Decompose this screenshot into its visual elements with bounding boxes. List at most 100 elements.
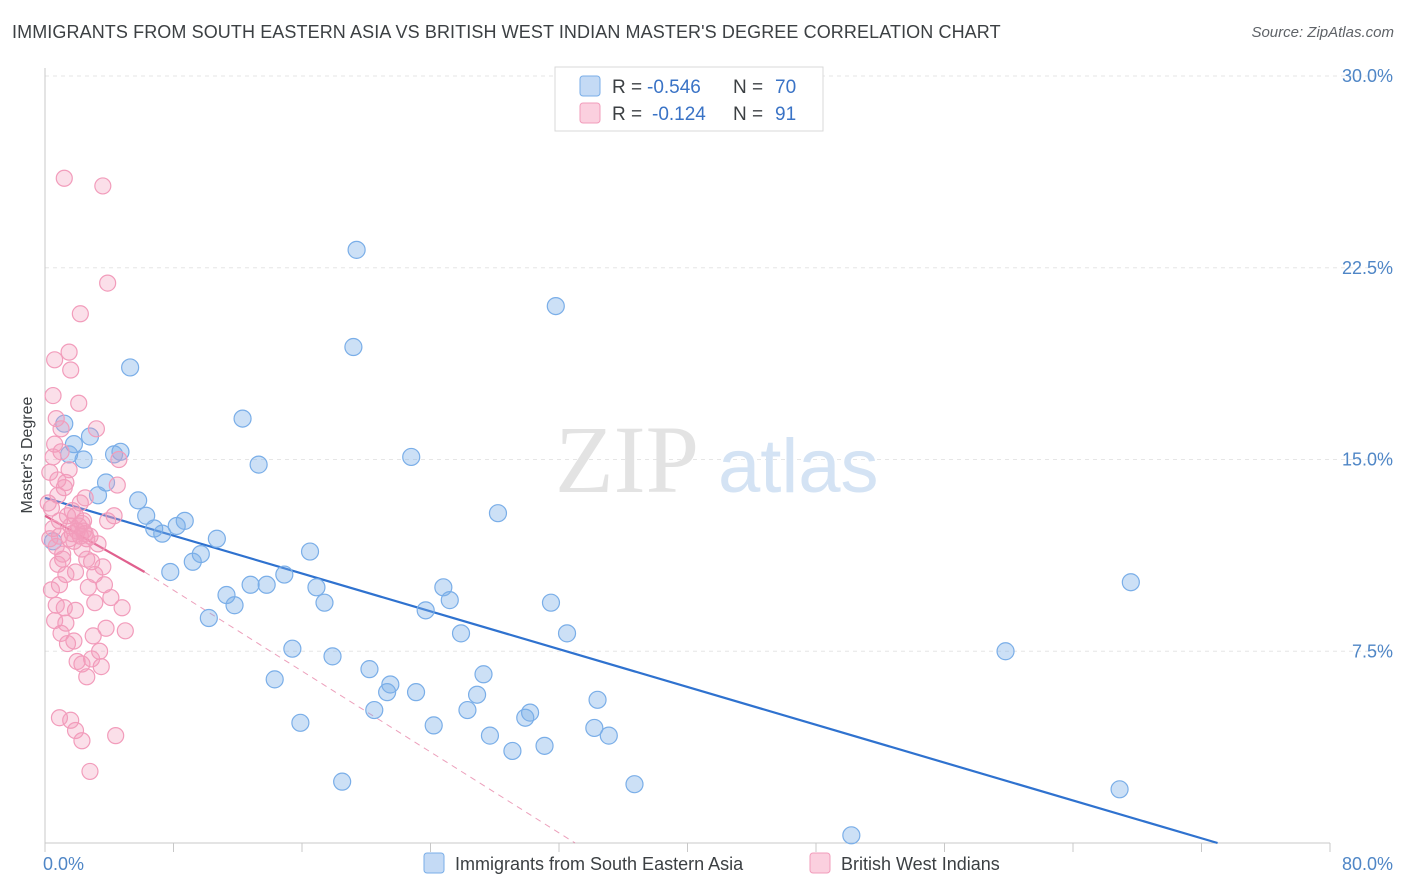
point-s0-10 (121, 358, 140, 377)
point-s0-28 (265, 670, 284, 689)
point-s1-22 (66, 563, 85, 581)
point-s1-77 (107, 727, 125, 745)
trend-line-extension-1 (144, 571, 576, 844)
point-s1-81 (62, 517, 80, 535)
point-s1-85 (55, 479, 73, 497)
point-s0-56 (516, 708, 535, 727)
point-s0-38 (347, 240, 366, 259)
point-s1-52 (99, 274, 117, 292)
point-s0-60 (546, 297, 565, 316)
point-s0-62 (585, 718, 604, 738)
point-s0-30 (283, 639, 302, 658)
point-s0-48 (440, 591, 459, 610)
series-legend-label-pink: British West Indians (841, 854, 1000, 874)
point-s1-48 (113, 599, 131, 617)
point-s0-11 (129, 491, 148, 510)
trend-line-0 (44, 496, 1218, 845)
series-0-points (43, 240, 1140, 845)
point-s0-61 (557, 624, 577, 643)
point-s1-74 (66, 721, 85, 740)
point-s1-17 (60, 461, 78, 479)
point-s0-59 (541, 593, 561, 612)
point-s0-24 (233, 409, 252, 428)
point-s0-67 (996, 642, 1015, 661)
point-s1-69 (68, 652, 86, 671)
point-s1-55 (47, 409, 65, 428)
point-s1-71 (78, 668, 96, 686)
y-tick-labels: 7.5% 15.0% 22.5% 30.0% (1342, 66, 1393, 661)
watermark-atlas: atlas (718, 424, 879, 509)
point-s1-44 (102, 588, 120, 607)
point-s1-73 (62, 711, 80, 729)
point-s1-65 (47, 596, 65, 614)
point-s0-15 (161, 562, 180, 582)
point-s0-45 (416, 601, 435, 620)
point-s1-79 (57, 565, 75, 584)
point-s0-54 (488, 504, 508, 523)
point-s1-49 (116, 622, 134, 640)
legend-n-label-blue: N = (733, 77, 763, 98)
y-tick-label-1: 15.0% (1342, 450, 1393, 470)
data-points (39, 169, 1140, 845)
legend-r-label-blue: R = (612, 77, 642, 98)
point-s1-7 (52, 420, 70, 438)
legend-swatch-blue (579, 75, 601, 97)
point-s0-68 (1110, 780, 1129, 799)
point-s1-90 (74, 522, 93, 540)
point-s0-21 (207, 529, 226, 548)
point-s0-23 (225, 596, 244, 615)
point-s1-35 (86, 594, 104, 612)
point-s0-26 (249, 455, 268, 474)
point-s1-19 (62, 361, 80, 379)
point-s0-3 (64, 435, 84, 454)
grid-lines (45, 75, 1390, 652)
point-s0-27 (257, 575, 276, 594)
point-s1-72 (50, 709, 69, 727)
point-s1-89 (50, 527, 69, 545)
point-s0-66 (842, 826, 861, 845)
point-s1-63 (86, 565, 104, 584)
point-s0-12 (137, 506, 156, 525)
point-s0-4 (74, 450, 93, 469)
point-s0-19 (191, 544, 210, 564)
point-s0-46 (424, 716, 443, 735)
correlation-legend: R = -0.546 N = 70 R = -0.124 N = 91 (554, 66, 824, 132)
point-s1-83 (41, 530, 59, 548)
point-s0-57 (520, 703, 540, 722)
point-s0-55 (503, 741, 522, 761)
point-s0-44 (406, 683, 426, 702)
point-s0-25 (241, 575, 260, 594)
point-s1-37 (89, 535, 107, 553)
point-s0-14 (153, 524, 172, 543)
point-s1-75 (73, 732, 91, 750)
legend-r-label-pink: R = (612, 104, 642, 125)
point-s1-42 (97, 619, 115, 637)
point-s0-29 (275, 565, 294, 584)
point-s1-47 (110, 450, 128, 469)
point-s0-65 (625, 775, 644, 794)
series-1-points (39, 169, 134, 781)
point-s1-53 (71, 305, 89, 323)
point-s0-53 (480, 726, 500, 745)
point-s1-10 (46, 351, 64, 369)
series-legend-swatch-pink (809, 852, 831, 874)
point-s1-84 (46, 611, 64, 630)
point-s1-50 (55, 169, 73, 187)
point-s1-68 (65, 632, 83, 650)
chart-source: Source: ZipAtlas.com (1251, 24, 1394, 41)
y-axis-title: Master's Degree (19, 396, 36, 513)
watermark-zip: ZIP (555, 406, 699, 513)
x-tick-label-max: 80.0% (1342, 854, 1393, 874)
point-s1-70 (73, 655, 91, 673)
point-s1-13 (54, 545, 72, 563)
point-s1-18 (60, 343, 78, 361)
point-s0-63 (588, 690, 607, 709)
point-s1-15 (57, 614, 75, 632)
point-s1-39 (92, 657, 110, 676)
series-legend-label-blue: Immigrants from South Eastern Asia (455, 854, 744, 874)
point-s0-42 (381, 675, 400, 694)
trend-lines (44, 496, 1218, 845)
point-s0-17 (175, 511, 194, 530)
point-s1-51 (94, 177, 112, 195)
